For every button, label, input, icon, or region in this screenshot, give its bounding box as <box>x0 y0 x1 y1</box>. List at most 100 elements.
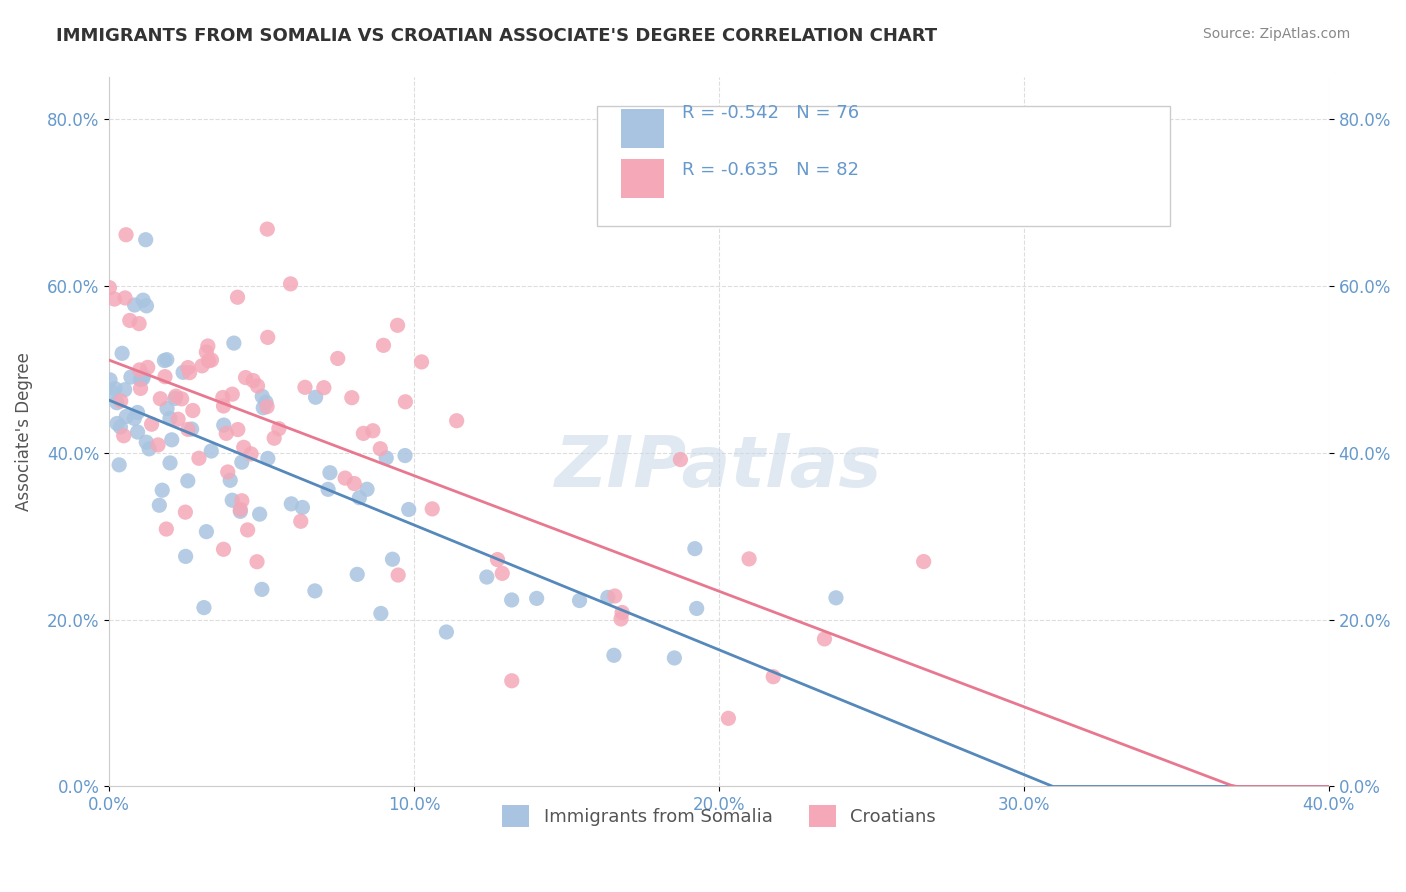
Point <box>150 483 173 498</box>
Point <box>177 360 200 375</box>
Point <box>141 417 163 432</box>
Point <box>246 555 269 569</box>
Point <box>177 474 200 488</box>
Point <box>912 555 935 569</box>
Point <box>434 625 457 640</box>
Point <box>291 500 314 515</box>
Point <box>290 514 312 528</box>
Point <box>356 482 378 496</box>
Point <box>486 552 509 566</box>
Point <box>398 502 420 516</box>
Point <box>683 541 706 556</box>
Point <box>381 552 404 566</box>
Point <box>197 354 219 368</box>
Point <box>256 400 278 414</box>
FancyBboxPatch shape <box>621 159 664 198</box>
Point <box>135 299 157 313</box>
Point <box>304 390 326 404</box>
Point <box>98 373 121 387</box>
Point <box>174 549 197 564</box>
Point <box>132 369 155 384</box>
Point <box>129 381 152 395</box>
Point <box>103 292 125 306</box>
Point <box>316 483 339 497</box>
Text: ZIPatlas: ZIPatlas <box>555 433 883 502</box>
Point <box>156 401 179 416</box>
Point <box>195 524 218 539</box>
Text: R = -0.635   N = 82: R = -0.635 N = 82 <box>682 161 859 178</box>
Point <box>132 371 155 385</box>
Point <box>156 352 179 367</box>
Point <box>197 339 219 353</box>
Point <box>254 395 277 409</box>
Point <box>333 471 356 485</box>
Point <box>717 711 740 725</box>
Point <box>129 373 152 387</box>
Point <box>352 426 374 441</box>
FancyBboxPatch shape <box>598 106 1170 227</box>
Point <box>105 396 128 410</box>
Point <box>394 449 416 463</box>
Point <box>387 318 409 333</box>
Text: IMMIGRANTS FROM SOMALIA VS CROATIAN ASSOCIATE'S DEGREE CORRELATION CHART: IMMIGRANTS FROM SOMALIA VS CROATIAN ASSO… <box>56 27 938 45</box>
Point <box>146 438 169 452</box>
FancyBboxPatch shape <box>621 110 664 148</box>
Point <box>193 600 215 615</box>
Point <box>343 476 366 491</box>
Point <box>105 417 128 431</box>
Point <box>375 450 398 465</box>
Point <box>340 391 363 405</box>
Point <box>346 567 368 582</box>
Point <box>177 422 200 436</box>
Point <box>115 227 138 242</box>
Point <box>132 293 155 308</box>
Point <box>610 606 633 620</box>
Point <box>368 442 391 456</box>
Point <box>394 394 416 409</box>
Point <box>526 591 548 606</box>
Point <box>280 497 302 511</box>
Point <box>128 363 150 377</box>
Point <box>153 353 176 368</box>
Point <box>200 444 222 458</box>
Point <box>135 233 157 247</box>
Point <box>664 651 686 665</box>
Point <box>685 601 707 615</box>
Y-axis label: Associate's Degree: Associate's Degree <box>15 352 32 511</box>
Point <box>280 277 302 291</box>
Point <box>252 401 274 415</box>
Point <box>179 366 201 380</box>
Point <box>148 498 170 512</box>
Point <box>127 425 149 439</box>
Point <box>231 455 253 469</box>
Point <box>111 346 134 360</box>
Point <box>475 570 498 584</box>
Point <box>187 451 209 466</box>
Point <box>127 405 149 419</box>
Point <box>738 552 761 566</box>
Point <box>181 403 204 417</box>
Point <box>120 370 142 384</box>
Point <box>200 353 222 368</box>
Point <box>246 379 269 393</box>
Point <box>165 392 187 406</box>
Point <box>114 291 136 305</box>
Point <box>159 456 181 470</box>
Point <box>349 491 371 505</box>
Point <box>212 542 235 557</box>
Point <box>114 383 136 397</box>
Point <box>361 424 384 438</box>
Point <box>101 385 124 400</box>
Point <box>221 387 243 401</box>
Point <box>446 414 468 428</box>
Point <box>153 369 176 384</box>
Point <box>232 440 254 454</box>
Point <box>813 632 835 646</box>
Point <box>138 442 160 456</box>
Point <box>231 493 253 508</box>
Point <box>98 280 121 294</box>
Point <box>312 381 335 395</box>
Point <box>501 593 523 607</box>
Point <box>221 493 243 508</box>
Point <box>825 591 848 605</box>
